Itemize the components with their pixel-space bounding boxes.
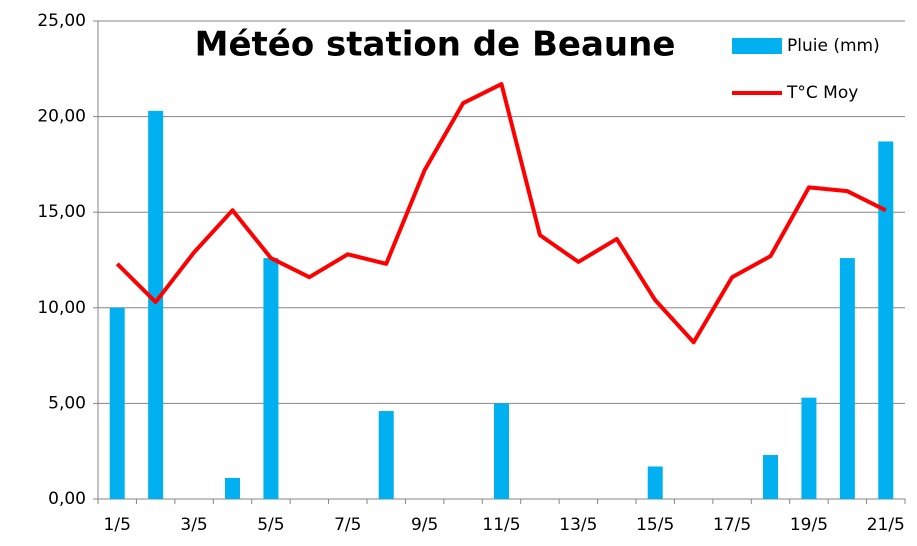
x-tick-label: 19/5 [790, 515, 828, 535]
bar [378, 411, 394, 499]
x-tick-label: 3/5 [180, 515, 207, 535]
bar [878, 141, 894, 499]
legend-swatch [732, 38, 782, 54]
y-tick-label: 15,00 [37, 202, 86, 222]
bar [263, 258, 279, 499]
line [115, 82, 887, 345]
bar [763, 455, 778, 499]
chart-title: Météo station de Beaune [195, 25, 676, 65]
y-tick-label: 20,00 [37, 107, 86, 127]
bar [839, 258, 855, 499]
bar [225, 477, 240, 499]
x-tick-label: 1/5 [104, 515, 131, 535]
x-tick-label: 9/5 [411, 515, 438, 535]
y-tick-label: 0,00 [48, 489, 86, 509]
legend-label: Pluie (mm) [787, 36, 880, 56]
bar [801, 397, 817, 499]
y-tick-label: 25,00 [37, 11, 86, 31]
x-tick-label: 13/5 [559, 515, 597, 535]
x-tick-label: 17/5 [713, 515, 751, 535]
bar [109, 307, 125, 499]
bar [647, 466, 663, 499]
legend-label: T°C Moy [786, 83, 858, 103]
y-tick-label: 10,00 [37, 298, 86, 318]
bar [494, 403, 509, 499]
x-tick-label: 11/5 [482, 515, 520, 535]
x-tick-label: 5/5 [257, 515, 284, 535]
x-tick-label: 21/5 [867, 515, 905, 535]
x-tick-label: 15/5 [636, 515, 674, 535]
bar [148, 110, 164, 499]
y-tick-label: 5,00 [48, 393, 86, 413]
x-tick-label: 7/5 [334, 515, 361, 535]
